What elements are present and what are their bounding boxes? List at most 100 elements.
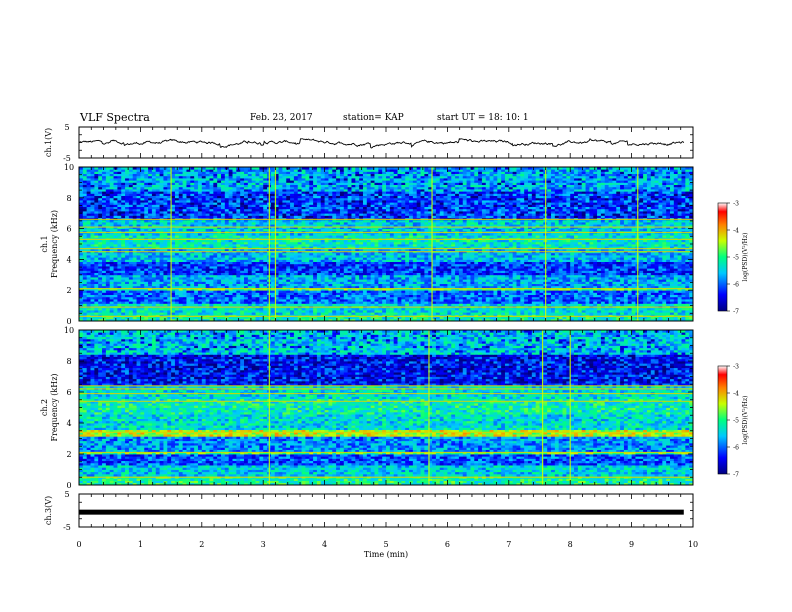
spectrogram-cell xyxy=(125,288,130,291)
spectrogram-cell xyxy=(470,307,475,311)
spectrogram-cell xyxy=(604,283,609,287)
spectrogram-cell xyxy=(163,318,168,322)
spectrogram-cell xyxy=(685,272,690,276)
spectrogram-cell xyxy=(174,270,180,273)
spectrogram-cell xyxy=(167,288,172,291)
spectrogram-cell xyxy=(94,301,99,304)
spectrogram-cell xyxy=(646,294,652,298)
spectrogram-cell xyxy=(689,290,694,293)
spectrogram-cell xyxy=(673,292,679,295)
spectrogram-cell xyxy=(681,307,686,311)
spectrogram-cell xyxy=(201,266,207,269)
spectrogram-cell xyxy=(608,277,613,280)
spectrogram-cell xyxy=(554,272,560,276)
spectrogram-cell xyxy=(313,263,318,267)
spectrogram-cell xyxy=(527,279,533,282)
spectrogram-cell xyxy=(493,279,498,282)
spectrogram-cell xyxy=(355,318,360,322)
spectrogram-cell xyxy=(654,307,659,311)
spectrogram-cell xyxy=(86,281,91,284)
spectrogram-cell xyxy=(159,310,164,313)
spectrogram-cell xyxy=(662,307,667,311)
spectrogram-cell xyxy=(259,307,264,311)
spectrogram-cell xyxy=(458,283,464,287)
spectrogram-cell xyxy=(451,281,456,284)
spectrogram-cell xyxy=(362,277,368,280)
spectrogram-cell xyxy=(182,274,187,278)
spectrogram-cell xyxy=(224,312,230,315)
spectrogram-cell xyxy=(144,310,149,313)
spectrogram-cell xyxy=(316,314,322,317)
spectrogram-cell xyxy=(585,307,590,311)
spectrogram-cell xyxy=(370,314,375,317)
spectrogram-cell xyxy=(228,288,233,291)
spectrogram-cell xyxy=(597,270,602,273)
spectrogram-cell xyxy=(558,314,563,317)
spectrogram-cell xyxy=(401,292,406,295)
spectrogram-cell xyxy=(174,281,180,284)
spectrogram-cell xyxy=(324,316,329,320)
spectrogram-cell xyxy=(677,318,682,322)
spectrogram-cell xyxy=(577,318,583,322)
spectrogram-cell xyxy=(677,296,682,300)
spectrogram-cell xyxy=(148,270,153,273)
spectrogram-cell xyxy=(443,290,448,293)
spectrogram-cell xyxy=(336,263,341,267)
spectrogram-cell xyxy=(554,274,560,278)
spectrogram-cell xyxy=(362,318,368,322)
spectrogram-cell xyxy=(581,307,586,311)
spectrogram-cell xyxy=(86,266,91,269)
spectrogram-cell xyxy=(608,268,613,271)
spectrogram-cell xyxy=(623,281,629,284)
spectrogram-cell xyxy=(493,274,498,278)
spectrogram-cell xyxy=(90,263,95,267)
spectrogram-cell xyxy=(489,307,494,311)
spectrogram-cell xyxy=(217,266,222,269)
spectrogram-cell xyxy=(478,285,483,289)
spectrogram-cell xyxy=(524,318,529,322)
spectrogram-cell xyxy=(405,294,410,298)
spectrogram-cell xyxy=(90,270,95,273)
spectrogram-cell xyxy=(462,303,467,306)
spectrogram-cell xyxy=(416,274,421,278)
spectrogram-cell xyxy=(155,310,160,313)
spectrogram-cell xyxy=(90,292,95,295)
spectrogram-cell xyxy=(658,292,663,295)
spectrogram-cell xyxy=(512,294,517,298)
spectrogram-cell xyxy=(171,307,176,311)
spectrogram-cell xyxy=(159,292,164,295)
spectrogram-cell xyxy=(194,266,199,269)
spectrogram-cell xyxy=(309,272,314,276)
spectrogram-cell xyxy=(244,310,249,313)
spectrogram-cell xyxy=(643,272,648,276)
spectrogram-cell xyxy=(643,288,648,291)
spectrogram-cell xyxy=(512,274,517,278)
spectrogram-cell xyxy=(485,318,491,322)
spectrogram-cell xyxy=(504,292,510,295)
spectrogram-cell xyxy=(259,312,264,315)
spectrogram-cell xyxy=(646,299,652,302)
spectrogram-cell xyxy=(474,312,479,315)
spectrogram-cell xyxy=(673,301,679,304)
spectrogram-cell xyxy=(247,270,253,273)
spectrogram-cell xyxy=(255,292,260,295)
spectrogram-cell xyxy=(194,294,199,298)
spectrogram-cell xyxy=(205,292,210,295)
spectrogram-cell xyxy=(125,318,130,322)
spectrogram-cell xyxy=(86,283,91,287)
spectrogram-cell xyxy=(167,277,172,280)
spectrogram-cell xyxy=(432,318,437,322)
spectrogram-cell xyxy=(274,290,279,293)
spectrogram-cell xyxy=(339,318,345,322)
spectrogram-cell xyxy=(493,312,498,315)
spectrogram-cell xyxy=(524,272,529,276)
spectrogram-cell xyxy=(255,310,260,313)
spectrogram-cell xyxy=(86,296,91,300)
spectrogram-cell xyxy=(259,270,264,273)
spectrogram-cell xyxy=(639,266,644,269)
spectrogram-cell xyxy=(577,307,583,311)
spectrogram-cell xyxy=(405,301,410,304)
spectrogram-cell xyxy=(646,281,652,284)
spectrogram-cell xyxy=(481,263,487,267)
spectrogram-cell xyxy=(190,318,195,322)
